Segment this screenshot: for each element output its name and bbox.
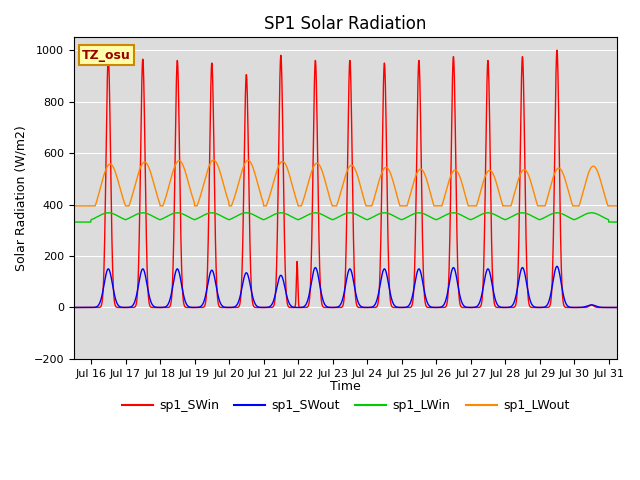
sp1_LWin <box>70 219 77 225</box>
sp1_LWout <box>615 203 623 209</box>
sp1_LWout <box>459 183 467 189</box>
Legend: sp1_SWin, sp1_SWout, sp1_LWin, sp1_LWout: sp1_SWin, sp1_SWout, sp1_LWin, sp1_LWout <box>116 394 575 417</box>
sp1_SWout <box>70 305 77 311</box>
sp1_LWin <box>104 210 112 216</box>
Line: sp1_SWout: sp1_SWout <box>74 266 619 308</box>
sp1_LWin <box>324 215 332 220</box>
sp1_SWin <box>518 66 525 72</box>
sp1_LWout <box>231 193 239 199</box>
sp1_SWout <box>553 264 561 269</box>
sp1_SWout <box>231 304 239 310</box>
sp1_SWout <box>323 304 331 310</box>
sp1_SWin <box>221 305 229 311</box>
sp1_SWin <box>553 48 561 53</box>
sp1_SWin <box>323 305 331 311</box>
sp1_SWout <box>161 304 168 310</box>
sp1_SWin <box>70 305 77 311</box>
sp1_LWin <box>518 210 526 216</box>
sp1_SWout <box>615 305 623 311</box>
sp1_LWin <box>231 214 239 220</box>
sp1_SWin <box>161 305 168 311</box>
sp1_LWout <box>161 198 168 204</box>
X-axis label: Time: Time <box>330 380 361 393</box>
Line: sp1_LWin: sp1_LWin <box>74 213 619 222</box>
sp1_LWin <box>615 219 623 225</box>
sp1_SWin <box>459 304 467 310</box>
sp1_SWin <box>615 305 623 311</box>
sp1_SWout <box>518 265 525 271</box>
sp1_LWout <box>518 168 526 174</box>
sp1_LWin <box>221 215 229 221</box>
sp1_LWout <box>210 157 218 163</box>
Line: sp1_LWout: sp1_LWout <box>74 160 619 206</box>
sp1_SWin <box>231 305 239 311</box>
sp1_LWout <box>221 188 229 193</box>
Title: SP1 Solar Radiation: SP1 Solar Radiation <box>264 15 427 33</box>
sp1_LWout <box>70 203 77 209</box>
sp1_LWout <box>324 187 332 193</box>
sp1_LWin <box>459 213 467 219</box>
Y-axis label: Solar Radiation (W/m2): Solar Radiation (W/m2) <box>15 125 28 271</box>
sp1_SWout <box>221 304 229 310</box>
Text: TZ_osu: TZ_osu <box>82 48 131 61</box>
sp1_LWin <box>161 215 169 220</box>
sp1_SWout <box>459 301 467 307</box>
Line: sp1_SWin: sp1_SWin <box>74 50 619 308</box>
